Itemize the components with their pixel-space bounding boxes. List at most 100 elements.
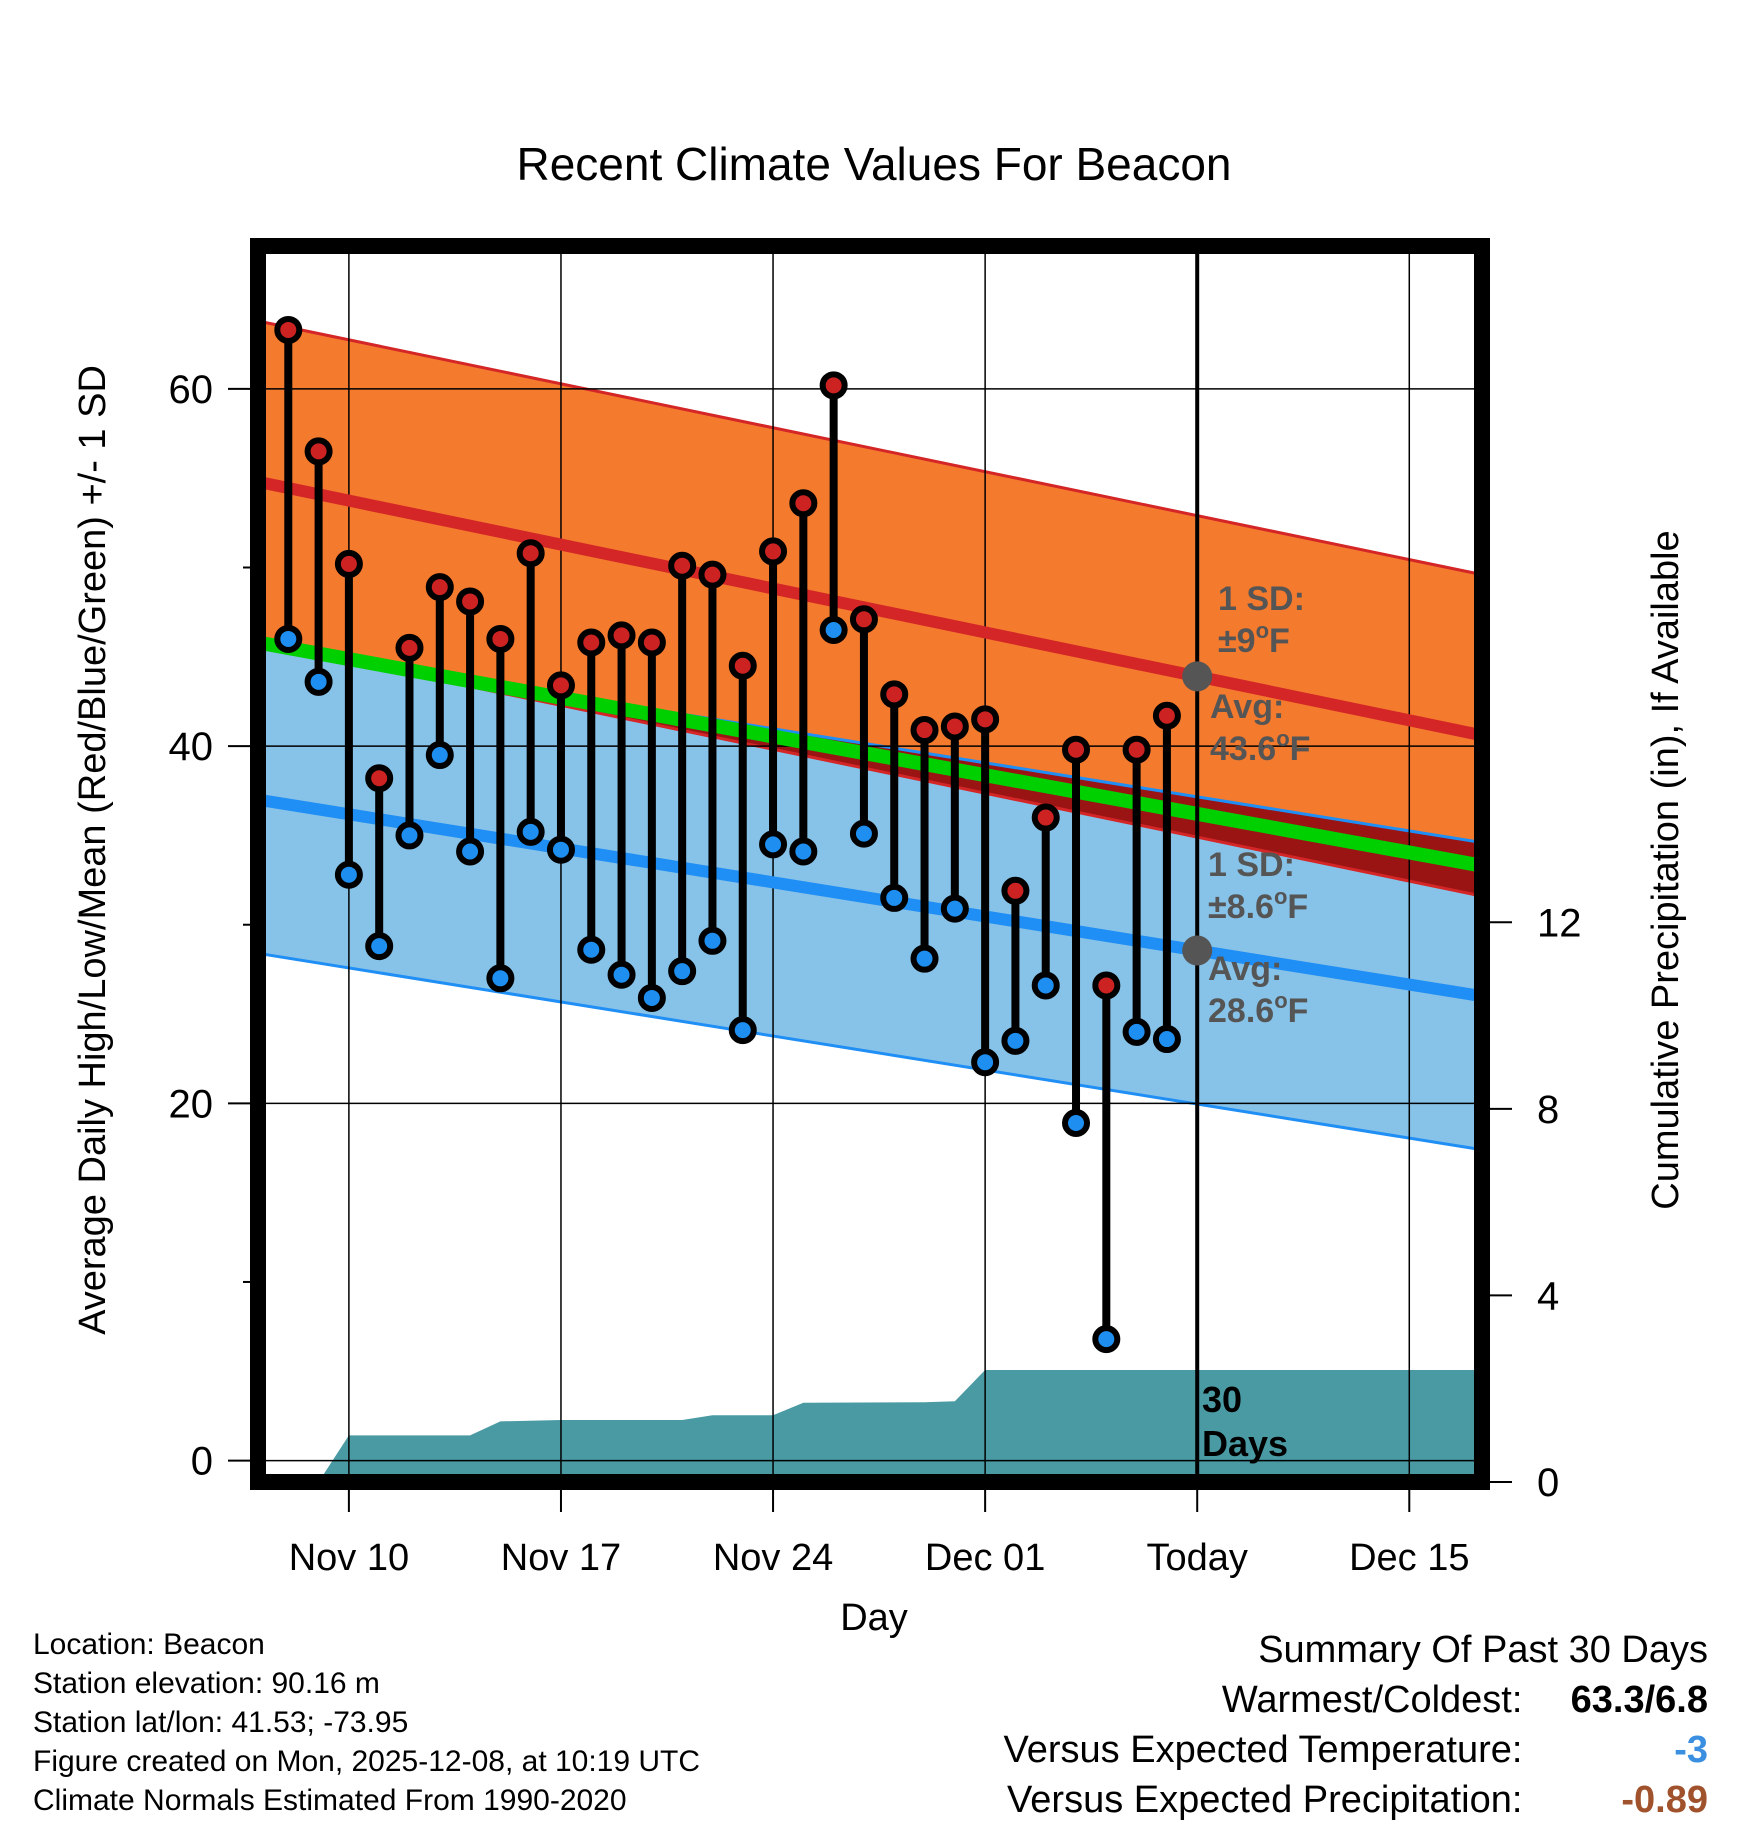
summary-precip-value: -0.89 xyxy=(1621,1779,1708,1821)
daily-high-point xyxy=(1062,735,1091,764)
low-avg-line1: Avg: xyxy=(1208,950,1282,988)
daily-low-point xyxy=(668,957,697,986)
x-tick-label: Nov 17 xyxy=(501,1537,621,1579)
low-sd-line1: 1 SD: xyxy=(1208,846,1295,884)
daily-low-point xyxy=(546,835,575,864)
x-tick-label: Nov 10 xyxy=(289,1537,409,1579)
daily-high-point xyxy=(456,587,485,616)
daily-high-point xyxy=(1092,971,1121,1000)
info-created: Figure created on Mon, 2025-12-08, at 10… xyxy=(33,1745,701,1778)
summary-precip-label: Versus Expected Precipitation: xyxy=(1007,1779,1523,1821)
daily-low-point xyxy=(789,837,818,866)
y-right-tick-label: 4 xyxy=(1537,1274,1559,1318)
summary-temp-value: -3 xyxy=(1674,1729,1708,1771)
daily-low-point xyxy=(274,624,303,653)
low-sd-annotation: 1 SD: ±8.6oF xyxy=(1208,846,1308,926)
daily-high-point xyxy=(1122,735,1151,764)
daily-high-point xyxy=(425,573,454,602)
daily-low-point xyxy=(849,819,878,848)
daily-low-point xyxy=(425,741,454,770)
daily-low-point xyxy=(1031,971,1060,1000)
daily-low-point xyxy=(1001,1026,1030,1055)
precip-days-word: Days xyxy=(1202,1423,1288,1464)
summary-temp-label: Versus Expected Temperature: xyxy=(1003,1729,1523,1771)
precip-days-annotation: 30 Days xyxy=(1202,1379,1288,1464)
daily-low-point xyxy=(1062,1108,1091,1137)
normal-mean-line xyxy=(256,635,1484,873)
daily-low-point xyxy=(1152,1025,1181,1054)
high-avg-line1: Avg: xyxy=(1210,688,1284,726)
daily-low-point xyxy=(365,932,394,961)
daily-high-point xyxy=(759,537,788,566)
low-avg-annotation: Avg: 28.6oF xyxy=(1208,950,1308,1030)
daily-high-point xyxy=(940,712,969,741)
y-left-tick-label: 20 xyxy=(169,1082,214,1126)
daily-high-point xyxy=(789,489,818,518)
high-sd-line1: 1 SD: xyxy=(1218,580,1305,618)
daily-low-point xyxy=(940,894,969,923)
x-tick-label: Dec 01 xyxy=(925,1537,1045,1579)
info-location: Location: Beacon xyxy=(33,1628,265,1661)
daily-low-point xyxy=(395,821,424,850)
daily-high-point xyxy=(334,549,363,578)
y-left-tick-label: 60 xyxy=(169,368,214,412)
y-right-tick-label: 0 xyxy=(1537,1461,1559,1505)
daily-low-point xyxy=(577,935,606,964)
daily-high-point xyxy=(728,651,757,680)
daily-low-point xyxy=(728,1016,757,1045)
y-left-tick-label: 40 xyxy=(169,725,214,769)
daily-high-point xyxy=(304,437,333,466)
y-axis-label-left: Average Daily High/Low/Mean (Red/Blue/Gr… xyxy=(72,365,114,1335)
daily-low-point xyxy=(759,830,788,859)
precip-area xyxy=(258,1370,1482,1482)
daily-high-point xyxy=(637,628,666,657)
x-tick-label: Today xyxy=(1147,1537,1248,1579)
station-info: Location: Beacon Station elevation: 90.1… xyxy=(33,1625,700,1820)
daily-high-point xyxy=(486,624,515,653)
daily-high-point xyxy=(698,560,727,589)
high-avg-line2: 43.6oF xyxy=(1210,726,1310,768)
high-avg-annotation: Avg: 43.6oF xyxy=(1210,688,1310,768)
daily-low-point xyxy=(516,817,545,846)
daily-low-point xyxy=(971,1048,1000,1077)
daily-high-point xyxy=(577,628,606,657)
daily-high-point xyxy=(365,764,394,793)
daily-high-point xyxy=(971,705,1000,734)
daily-low-point xyxy=(880,883,909,912)
x-tick-label: Dec 15 xyxy=(1349,1537,1469,1579)
info-latlon: Station lat/lon: 41.53; -73.95 xyxy=(33,1706,409,1739)
daily-low-point xyxy=(1092,1325,1121,1354)
chart-title: Recent Climate Values For Beacon xyxy=(516,138,1231,190)
summary-precip-row: Versus Expected Precipitation: -0.89 xyxy=(1004,1775,1708,1825)
daily-high-point xyxy=(849,605,878,634)
daily-high-point xyxy=(395,633,424,662)
daily-high-point xyxy=(1001,876,1030,905)
today-low-avg-marker xyxy=(1182,935,1213,966)
daily-high-point xyxy=(880,680,909,709)
normal-low-line xyxy=(257,793,1483,1003)
high-upper-sd-line xyxy=(257,319,1483,577)
low-lower-sd-line xyxy=(257,951,1483,1152)
daily-low-point xyxy=(819,616,848,645)
summary-panel: Summary Of Past 30 Days Warmest/Coldest:… xyxy=(1004,1625,1708,1825)
daily-high-point xyxy=(668,551,697,580)
daily-high-point xyxy=(910,716,939,745)
high-sd-line2: ±9oF xyxy=(1218,618,1290,660)
daily-low-point xyxy=(637,983,666,1012)
info-elevation: Station elevation: 90.16 m xyxy=(33,1667,380,1700)
daily-high-point xyxy=(819,371,848,400)
today-high-avg-marker xyxy=(1182,661,1213,692)
precip-days-number: 30 xyxy=(1202,1379,1242,1420)
daily-high-point xyxy=(516,539,545,568)
info-normals: Climate Normals Estimated From 1990-2020 xyxy=(33,1784,627,1817)
x-tick-label: Nov 24 xyxy=(713,1537,833,1579)
daily-low-point xyxy=(334,860,363,889)
high-sd-annotation: 1 SD: ±9oF xyxy=(1218,580,1314,660)
daily-low-point xyxy=(486,964,515,993)
summary-title: Summary Of Past 30 Days xyxy=(1258,1629,1708,1671)
daily-high-point xyxy=(607,621,636,650)
y-left-tick-label: 0 xyxy=(191,1440,213,1484)
low-avg-line2: 28.6oF xyxy=(1208,988,1308,1030)
daily-low-point xyxy=(456,837,485,866)
